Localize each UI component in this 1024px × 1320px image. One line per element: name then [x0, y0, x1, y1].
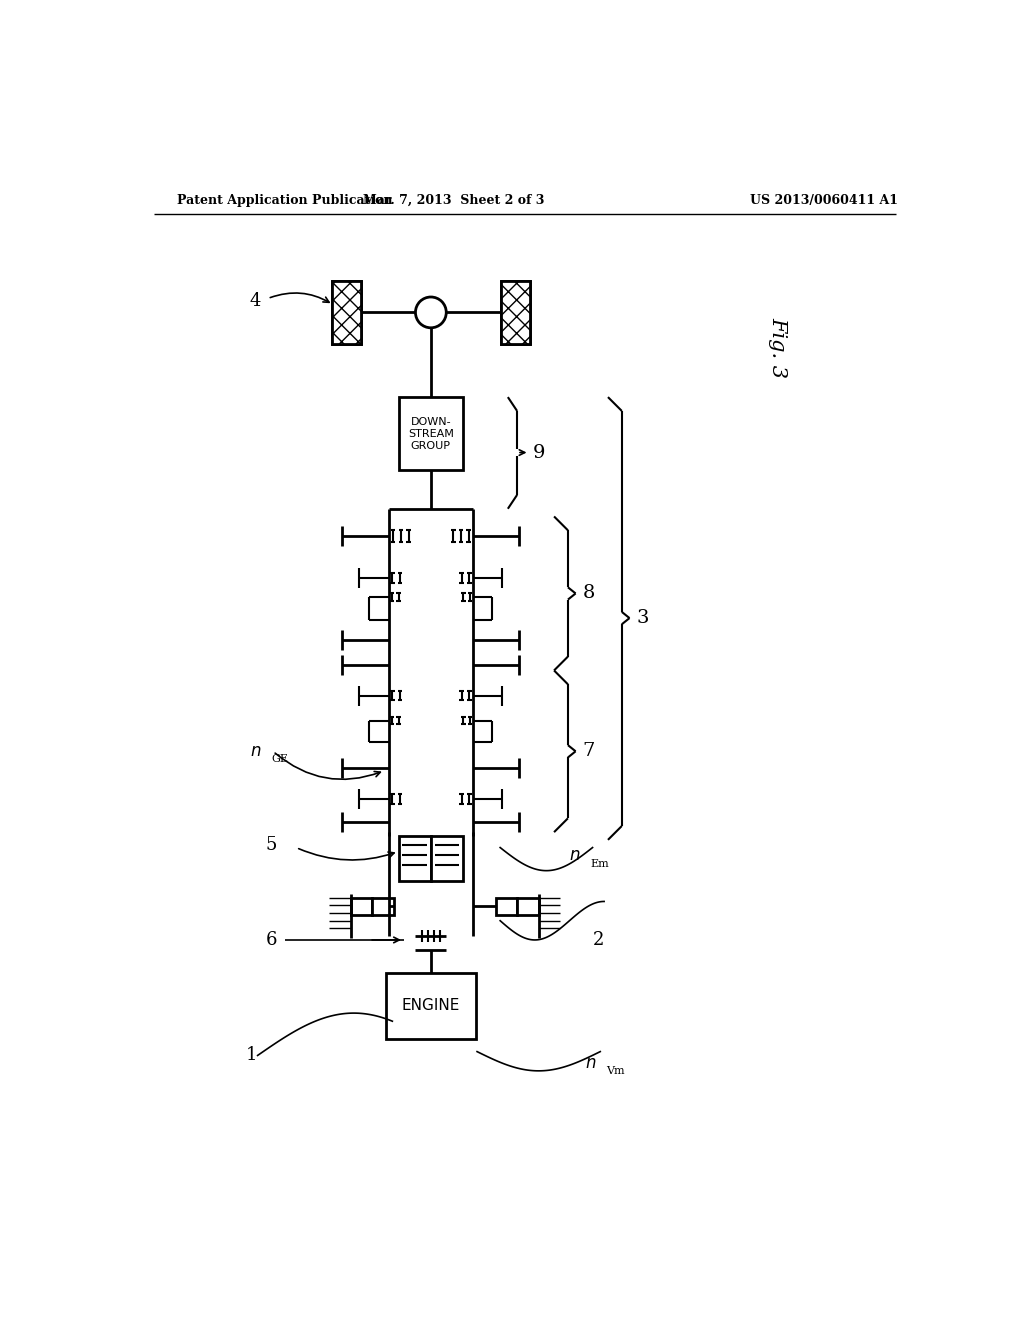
Text: DOWN-
STREAM
GROUP: DOWN- STREAM GROUP — [408, 417, 454, 451]
Bar — [332, 281, 360, 345]
Bar — [398, 836, 431, 880]
Bar — [398, 397, 463, 470]
Text: 3: 3 — [636, 609, 649, 627]
Bar — [496, 898, 517, 915]
Text: 4: 4 — [250, 292, 261, 310]
Text: $n$: $n$ — [585, 1055, 596, 1072]
Text: US 2013/0060411 A1: US 2013/0060411 A1 — [750, 194, 898, 207]
Text: $n$: $n$ — [569, 846, 581, 863]
Text: 2: 2 — [593, 931, 604, 949]
Text: 6: 6 — [265, 931, 276, 949]
Text: $n$: $n$ — [250, 743, 261, 760]
Bar — [373, 898, 394, 915]
Bar — [501, 281, 530, 345]
Bar — [431, 836, 463, 880]
Text: ENGINE: ENGINE — [401, 998, 460, 1012]
Text: 5: 5 — [265, 837, 276, 854]
Text: GE: GE — [271, 754, 289, 764]
Text: 7: 7 — [583, 742, 595, 760]
Bar — [351, 898, 373, 915]
Text: 8: 8 — [583, 585, 595, 602]
Bar — [332, 281, 360, 345]
Text: 9: 9 — [532, 444, 545, 462]
Text: Vm: Vm — [605, 1065, 625, 1076]
Text: Patent Application Publication: Patent Application Publication — [177, 194, 392, 207]
Circle shape — [416, 297, 446, 327]
Bar — [517, 898, 539, 915]
Bar — [386, 973, 475, 1039]
Bar — [501, 281, 530, 345]
Text: Em: Em — [590, 859, 609, 869]
Text: 1: 1 — [246, 1047, 258, 1064]
Text: Mar. 7, 2013  Sheet 2 of 3: Mar. 7, 2013 Sheet 2 of 3 — [364, 194, 545, 207]
Text: Fig. 3: Fig. 3 — [768, 317, 786, 378]
